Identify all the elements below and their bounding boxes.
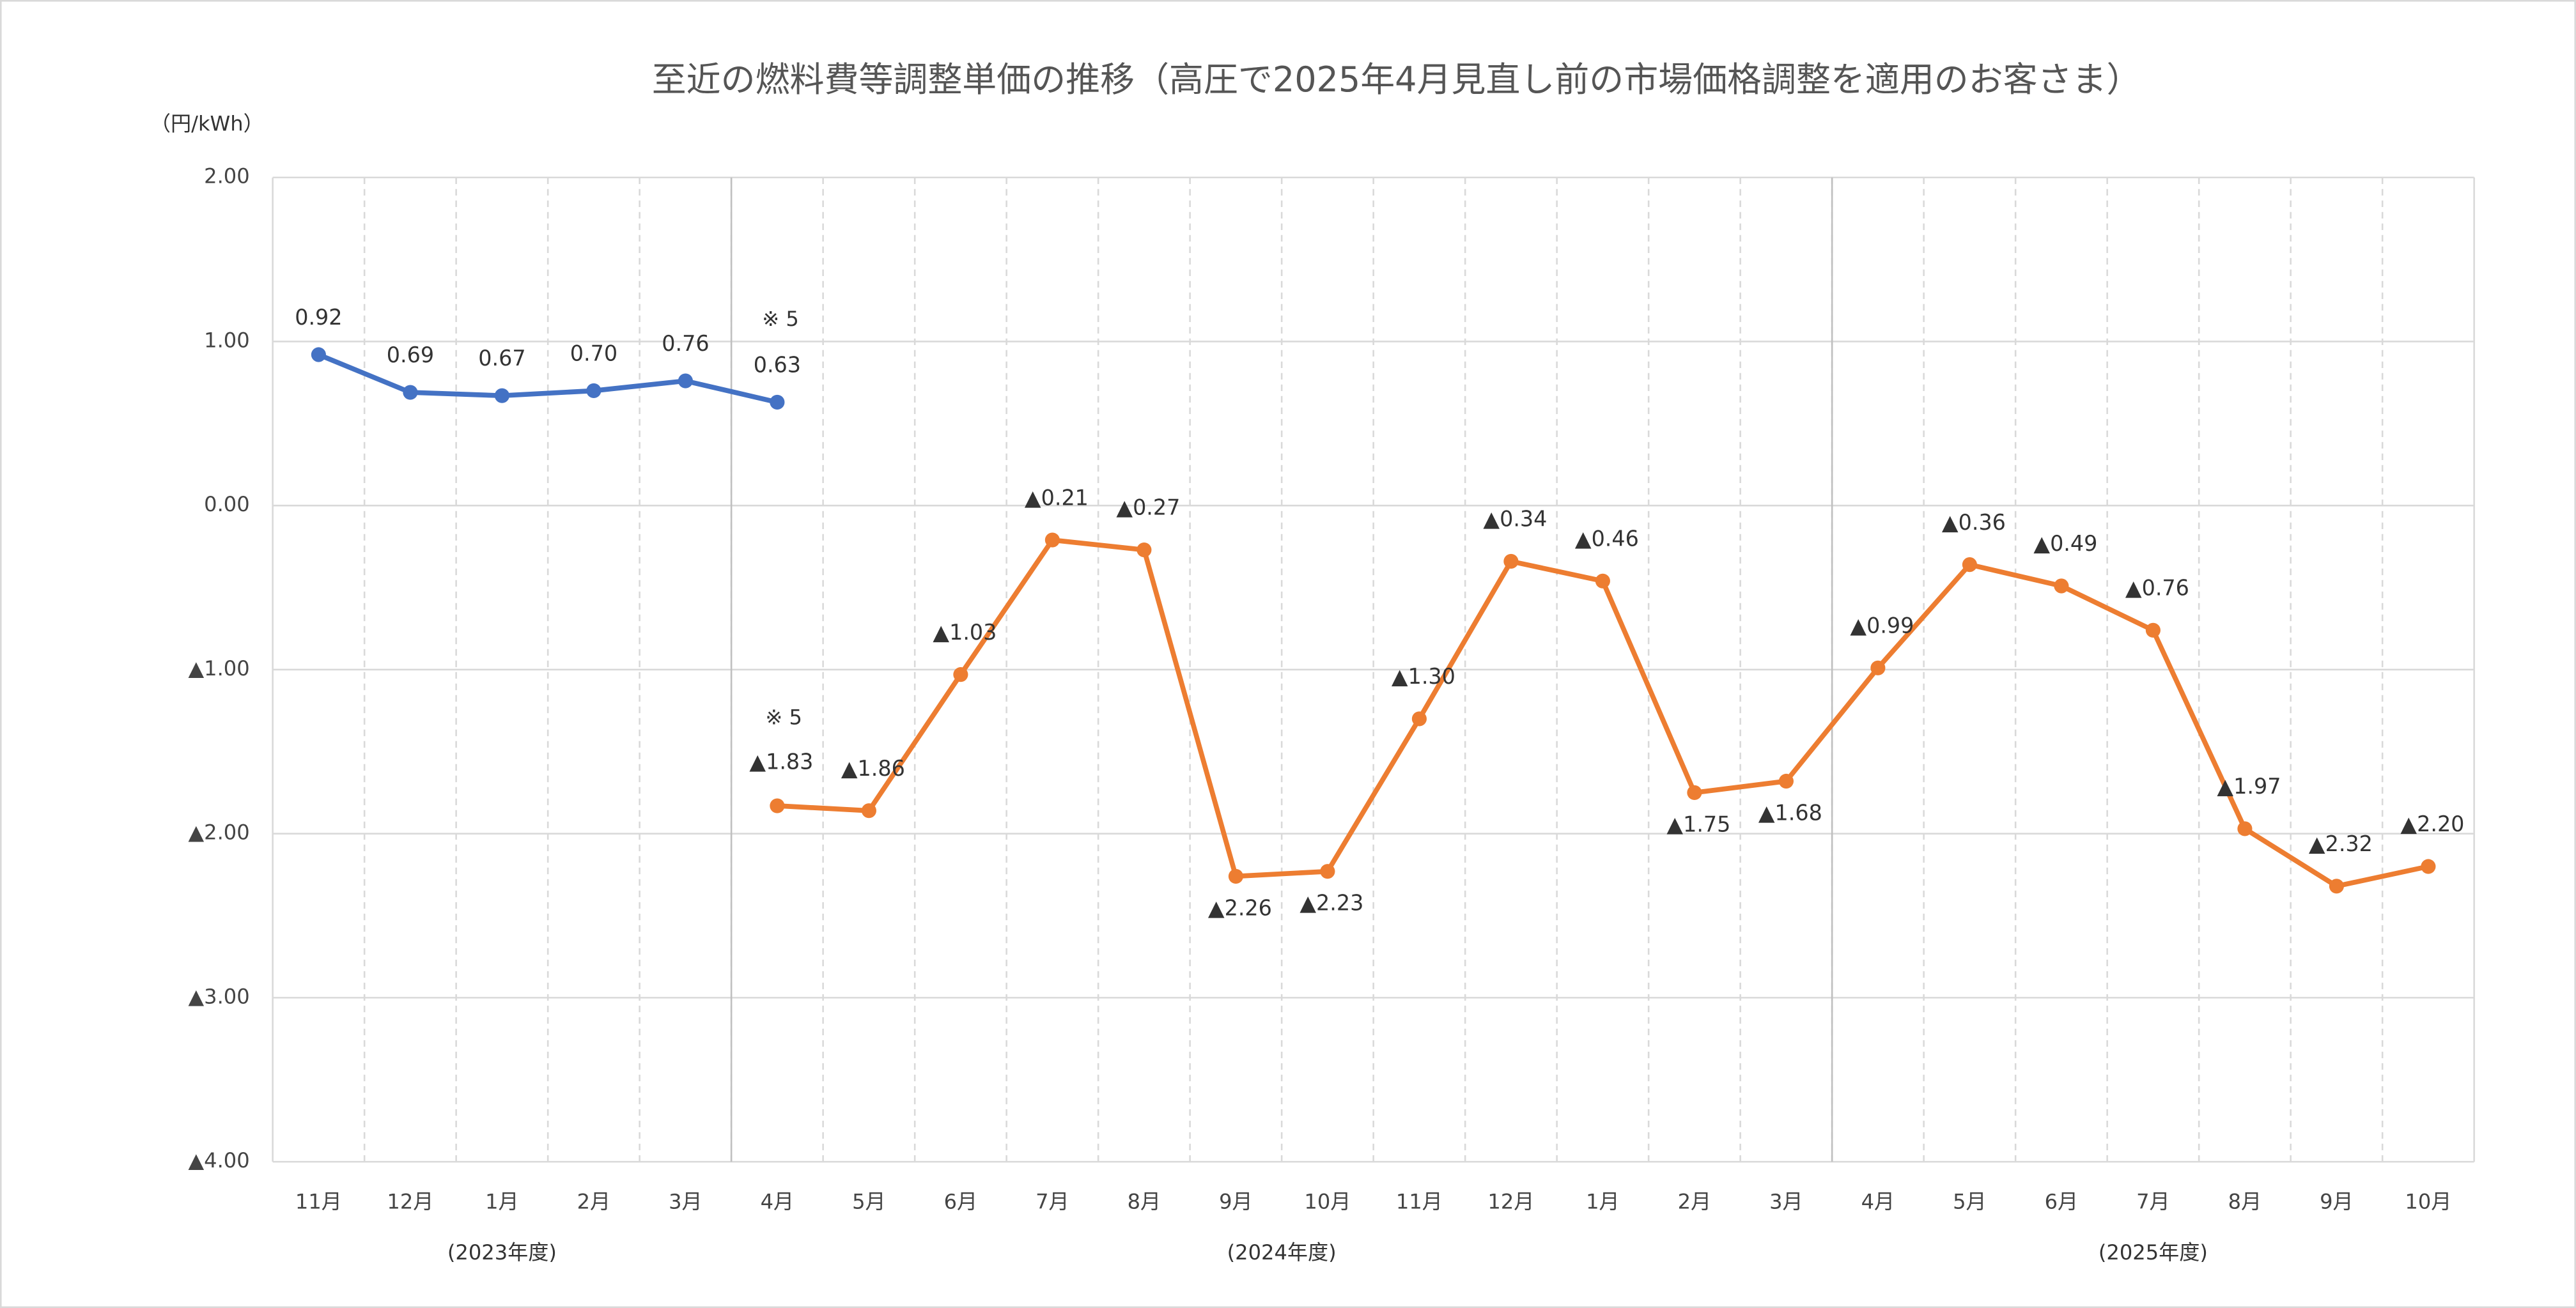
data-label: ▲1.75 (1666, 812, 1730, 836)
data-point (861, 803, 876, 819)
x-tick-label: 5月 (852, 1189, 886, 1213)
data-point (1962, 557, 1977, 573)
data-label: ▲0.49 (2033, 531, 2097, 556)
x-tick-label: 12月 (1487, 1189, 1534, 1213)
x-tick-label: 2月 (1678, 1189, 1712, 1213)
data-point (1228, 868, 1243, 884)
data-point (2237, 821, 2253, 836)
data-label: 0.76 (662, 331, 709, 356)
x-tick-label: 5月 (1953, 1189, 1987, 1213)
data-label: 0.69 (387, 342, 434, 367)
x-tick-label: 6月 (944, 1189, 978, 1213)
x-tick-label: 8月 (2228, 1189, 2262, 1213)
data-label: ▲1.68 (1758, 800, 1822, 825)
series-line (317, 352, 778, 405)
y-tick-label: ▲4.00 (188, 1148, 249, 1173)
x-tick-label: 4月 (761, 1189, 795, 1213)
data-point (770, 798, 785, 813)
data-point (403, 385, 418, 400)
y-axis-label: （円/kWh） (150, 111, 264, 135)
data-point (953, 667, 968, 682)
x-tick-label: 4月 (1861, 1189, 1895, 1213)
x-tick-label: 3月 (669, 1189, 702, 1213)
data-label: ▲2.32 (2309, 831, 2373, 856)
x-tick-label: 10月 (2405, 1189, 2451, 1213)
data-label: 0.63 (754, 352, 801, 377)
data-point (2421, 859, 2436, 874)
x-tick-label: 11月 (295, 1189, 342, 1213)
data-label: ▲0.99 (1850, 613, 1914, 638)
data-point (2054, 578, 2069, 594)
x-tick-label: 10月 (1304, 1189, 1351, 1213)
x-tick-label: 1月 (485, 1189, 519, 1213)
data-point (1503, 553, 1519, 569)
x-tick-label: 9月 (2320, 1189, 2354, 1213)
annotation: ※ 5 (762, 307, 799, 331)
data-label: ▲2.26 (1208, 895, 1272, 920)
annotation: ※ 5 (765, 705, 802, 730)
x-tick-label: 11月 (1396, 1189, 1443, 1213)
y-tick-label: ▲3.00 (188, 984, 249, 1008)
y-tick-label: 1.00 (204, 328, 250, 352)
data-point (770, 394, 785, 410)
data-label: 0.67 (478, 346, 525, 371)
data-point (1595, 573, 1610, 589)
data-label: ▲1.86 (841, 756, 905, 781)
y-tick-label: ▲2.00 (188, 820, 249, 845)
data-point (1870, 660, 1886, 675)
data-label: ▲1.03 (933, 620, 997, 645)
data-label: ▲0.27 (1116, 495, 1180, 520)
group-label: (2023年度) (447, 1240, 557, 1265)
data-point (311, 347, 326, 362)
x-tick-label: 1月 (1586, 1189, 1620, 1213)
data-label: ▲0.34 (1483, 507, 1547, 532)
data-point (1411, 711, 1427, 727)
x-tick-label: 2月 (577, 1189, 611, 1213)
x-tick-label: 6月 (2045, 1189, 2079, 1213)
data-label: ▲2.20 (2400, 812, 2464, 836)
data-point (586, 383, 601, 399)
data-point (2145, 622, 2161, 638)
y-tick-label: 0.00 (204, 492, 250, 516)
data-label: ▲1.30 (1392, 664, 1455, 689)
data-point (1778, 773, 1794, 789)
x-tick-label: 7月 (1036, 1189, 1069, 1213)
x-tick-label: 9月 (1219, 1189, 1253, 1213)
data-point (1044, 532, 1060, 548)
data-label: 0.70 (570, 341, 617, 365)
chart-title: 至近の燃料費等調整単価の推移（高圧で2025年4月見直し前の市場価格調整を適用の… (652, 59, 2141, 100)
x-tick-label: 12月 (387, 1189, 433, 1213)
data-label: ▲1.83 (749, 750, 813, 774)
y-tick-label: 2.00 (204, 164, 250, 189)
group-label: (2025年度) (2099, 1240, 2208, 1265)
data-point (1320, 864, 1335, 879)
data-point (494, 388, 509, 403)
data-label: ▲0.76 (2125, 576, 2189, 601)
group-label: (2024年度) (1227, 1240, 1337, 1265)
data-label: ▲1.97 (2217, 774, 2281, 799)
data-label: ▲0.21 (1025, 485, 1089, 510)
data-point (1137, 542, 1152, 558)
data-label: ▲0.46 (1575, 526, 1639, 551)
data-point (2329, 879, 2344, 894)
x-tick-label: 8月 (1128, 1189, 1161, 1213)
y-tick-label: ▲1.00 (188, 656, 249, 681)
data-point (1687, 785, 1702, 801)
data-label: 0.92 (295, 305, 342, 330)
x-tick-label: 7月 (2136, 1189, 2170, 1213)
data-label: ▲2.23 (1300, 891, 1363, 916)
data-point (678, 373, 693, 389)
data-label: ▲0.36 (1942, 510, 2006, 535)
x-tick-label: 3月 (1769, 1189, 1803, 1213)
